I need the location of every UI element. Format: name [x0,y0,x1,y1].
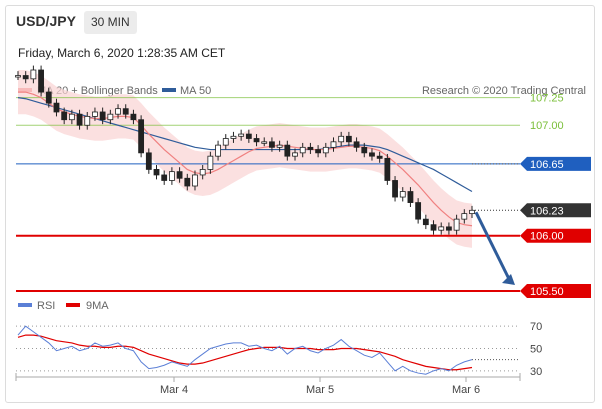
candle-body [469,209,475,215]
x-tick-label: Mar 4 [160,384,188,396]
candle-body [307,146,314,150]
x-axis: Mar 4 Mar 5 Mar 6 [15,373,521,396]
candle-body [269,141,275,148]
candle-body [122,108,129,115]
candle-body [138,119,145,154]
research-credit: Research © 2020 Trading Central [422,85,586,97]
timeframe-badge[interactable]: 30 MIN [84,11,137,34]
candle-body [238,133,245,137]
candle-body [292,152,298,157]
candle-body [392,180,398,198]
rsi-pane: 70 50 30 [16,321,542,378]
candle-body [222,138,229,146]
rsi-level-label: 50 [530,344,542,356]
level-tag [520,203,591,218]
rsi-level-label: 70 [530,321,542,333]
candle-body [53,102,60,113]
candle-body [184,177,191,187]
candle-body [345,135,352,143]
candle-body [107,113,114,121]
candle-body [99,111,106,121]
candle-body [38,69,44,93]
level-label: 107.00 [530,120,564,132]
candle-body [399,191,406,198]
candle-body [145,152,152,170]
level-label: 105.50 [530,286,564,298]
candle-body [315,149,322,154]
legend-swatch-ma50 [162,88,176,92]
timestamp-label: Friday, March 6, 2020 1:28:35 AM CET [18,46,226,60]
candle-body [322,146,329,154]
level-tag [520,283,591,298]
candle-body [438,226,445,231]
level-tag [520,156,591,171]
candle-body [92,111,98,117]
chart-card [5,5,595,403]
candle-body [253,138,260,143]
candle-body [15,75,21,78]
legend-label-ma50: MA 50 [180,85,211,97]
candle-body [61,111,68,121]
candle-body [130,113,137,121]
legend-label-rsi: RSI [37,300,55,312]
x-tick-label: Mar 5 [306,384,334,396]
rsi-9ma-line [17,334,473,371]
candle-body [415,202,422,220]
candle-body [276,144,283,148]
candle-body [68,113,75,121]
candle-body [45,91,52,104]
bollinger-band [18,70,472,248]
rsi-line [17,325,473,375]
forecast-arrow [474,211,511,280]
candle-body [338,135,345,143]
candle-body [461,213,468,220]
candle-body [453,218,460,231]
candle-body [176,171,183,179]
candle-body [261,141,268,144]
symbol-label: USD/JPY [16,13,76,29]
level-label: 106.65 [530,159,564,171]
candle-body [353,141,360,148]
candle-body [369,152,375,157]
candle-body [430,224,437,231]
x-tick-label: Mar 6 [452,384,480,396]
candle-body [22,75,29,80]
candle-body [207,155,214,170]
candle-body [115,108,121,115]
candle-body [361,146,368,154]
legend-swatch-9ma [66,303,80,307]
price-pane: 107.25 107.00 106.65 106.23 106.00 105.50 [15,65,591,298]
candle-body [330,141,337,148]
ma20-line [18,91,473,227]
candle-body [161,174,168,181]
candle-body [84,116,91,126]
candle-body [76,113,83,126]
candle-body [245,133,252,139]
level-label: 107.25 [530,93,564,105]
rsi-level-label: 30 [530,366,542,378]
legend-swatch-rsi [18,303,32,307]
candle-body [446,226,452,231]
candle-body [384,157,391,181]
candle-body [199,169,206,176]
level-label: 106.00 [530,231,564,243]
candle-body [407,191,414,203]
forecast-arrowhead [502,273,515,285]
candle-body [422,218,429,226]
candle-body [376,155,383,159]
candle-body [168,171,175,181]
candle-body [230,135,237,139]
candle-body [215,144,221,157]
candle-body [30,69,37,80]
candle-body [153,169,160,176]
level-label: 106.23 [530,205,564,217]
level-tag [520,228,591,243]
candle-body [284,144,291,157]
legend-label-9ma: 9MA [86,300,109,312]
candle-body [299,146,306,154]
candle-body [192,174,198,187]
